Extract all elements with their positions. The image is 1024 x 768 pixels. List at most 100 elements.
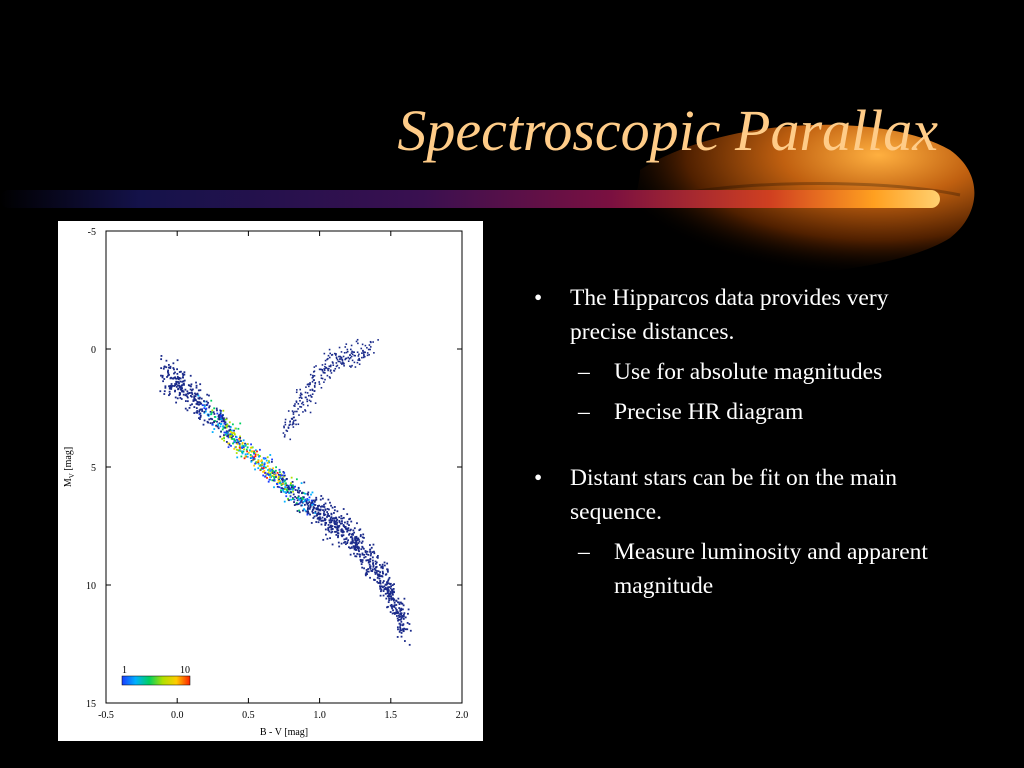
- data-point: [329, 518, 332, 521]
- data-point: [324, 363, 327, 366]
- data-point: [388, 599, 391, 602]
- data-point: [349, 348, 352, 351]
- data-point: [391, 593, 394, 596]
- data-point: [196, 403, 199, 406]
- data-point: [168, 394, 170, 397]
- data-point: [360, 559, 363, 562]
- data-point: [314, 512, 317, 514]
- data-point: [345, 537, 348, 540]
- data-point: [228, 425, 231, 428]
- data-point: [359, 528, 362, 531]
- data-point: [349, 542, 352, 545]
- data-point: [323, 510, 326, 513]
- data-point: [303, 503, 306, 506]
- data-point: [225, 431, 228, 434]
- data-point: [229, 426, 232, 429]
- data-point: [183, 379, 186, 382]
- data-point: [283, 480, 286, 483]
- bullet-text: Distant stars can be fit on the main seq…: [570, 465, 897, 525]
- data-point: [259, 464, 262, 467]
- data-point: [223, 420, 226, 423]
- data-point: [314, 382, 316, 385]
- data-point: [222, 409, 225, 412]
- data-point: [243, 448, 245, 451]
- data-point: [330, 521, 333, 524]
- data-point: [225, 426, 228, 429]
- data-point: [231, 433, 233, 436]
- data-point: [329, 370, 332, 372]
- data-point: [286, 486, 289, 489]
- data-point: [284, 434, 286, 436]
- data-point: [382, 580, 385, 582]
- data-point: [266, 462, 269, 464]
- data-point: [235, 448, 238, 451]
- data-point: [199, 408, 202, 411]
- data-point: [183, 371, 186, 374]
- data-point: [284, 491, 287, 494]
- data-point: [346, 522, 349, 525]
- data-point: [327, 368, 329, 370]
- data-point: [396, 636, 399, 638]
- data-point: [264, 471, 267, 474]
- data-point: [284, 484, 287, 487]
- data-point: [345, 357, 348, 360]
- data-point: [233, 441, 236, 444]
- data-point: [266, 456, 269, 459]
- data-point: [386, 570, 389, 573]
- data-point: [224, 433, 227, 436]
- data-point: [257, 453, 259, 456]
- data-point: [369, 567, 372, 570]
- data-point: [296, 510, 299, 512]
- data-point: [231, 435, 234, 438]
- data-point: [358, 550, 360, 553]
- data-point: [353, 351, 356, 353]
- data-point: [177, 378, 180, 381]
- data-point: [242, 445, 245, 447]
- data-point: [355, 535, 358, 538]
- data-point: [189, 395, 192, 397]
- data-point: [331, 528, 334, 530]
- data-point: [168, 393, 171, 395]
- data-point: [317, 511, 320, 514]
- data-point: [326, 514, 329, 517]
- data-point: [392, 599, 395, 602]
- data-point: [307, 383, 310, 385]
- data-point: [293, 504, 296, 507]
- data-point: [165, 366, 168, 369]
- data-point: [347, 539, 350, 542]
- data-point: [186, 395, 189, 398]
- data-point: [395, 608, 398, 611]
- data-point: [343, 538, 346, 541]
- data-point: [338, 516, 341, 519]
- data-point: [382, 594, 385, 597]
- data-point: [271, 479, 274, 482]
- data-point: [322, 519, 324, 522]
- data-point: [311, 388, 314, 391]
- data-point: [199, 401, 202, 404]
- data-point: [379, 581, 382, 584]
- data-point: [361, 352, 363, 354]
- data-point: [369, 558, 372, 561]
- data-point: [199, 412, 202, 415]
- data-point: [351, 533, 353, 536]
- data-point: [331, 517, 334, 520]
- data-point: [393, 601, 396, 604]
- data-point: [274, 469, 277, 472]
- y-tick-label: 10: [86, 581, 96, 592]
- data-point: [397, 611, 400, 614]
- data-point: [360, 560, 362, 563]
- data-point: [208, 405, 211, 408]
- data-point: [271, 468, 274, 471]
- data-point: [178, 382, 180, 385]
- data-point: [211, 431, 214, 433]
- data-point: [193, 396, 196, 399]
- data-point: [384, 588, 387, 590]
- data-point: [206, 420, 209, 423]
- data-point: [273, 479, 276, 481]
- data-point: [340, 534, 343, 537]
- data-point: [321, 516, 324, 519]
- data-point: [350, 546, 353, 549]
- data-point: [328, 365, 331, 368]
- data-point: [288, 492, 291, 495]
- data-point: [280, 489, 282, 492]
